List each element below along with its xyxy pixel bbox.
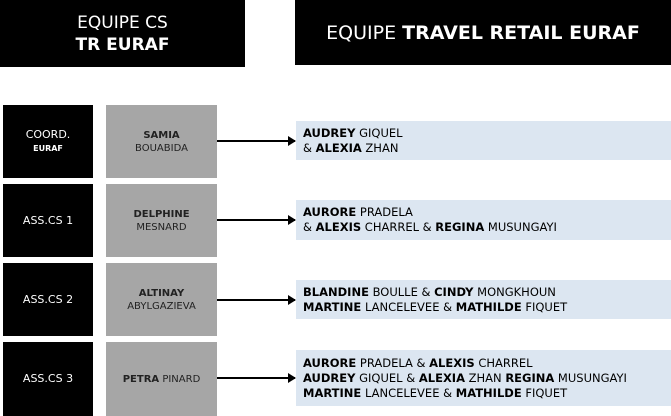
first-name: PETRA <box>122 373 160 385</box>
header-bold: TRAVEL RETAIL EURAF <box>402 21 640 44</box>
last-name: PINARD <box>162 373 201 385</box>
team-box: BLANDINE BOULLE & CINDY MONGKHOUN MARTINE… <box>296 280 671 319</box>
team-line: & ALEXIA ZHAN <box>303 141 671 156</box>
person-box: DELPHINE MESNARD <box>106 184 217 257</box>
header-line2: TR EURAF <box>75 34 170 55</box>
member-first-name: ALEXIS <box>315 220 362 234</box>
member-text: ZHAN <box>361 140 399 155</box>
team-line: & ALEXIS CHARREL & REGINA MUSUNGAYI <box>303 220 671 235</box>
org-row: ASS.CS 1 DELPHINE MESNARD AURORE PRADELA & A… <box>0 184 671 257</box>
member-first-name: REGINA <box>435 220 485 234</box>
first-name: ALTINAY <box>138 287 185 299</box>
header-team-travel-retail: EQUIPE TRAVEL RETAIL EURAF <box>295 0 671 65</box>
role-sub: EURAF <box>33 143 63 153</box>
team-line: MARTINE LANCELEVEE & MATHILDE FIQUET <box>303 300 671 315</box>
member-first-name: ALEXIA <box>418 370 465 385</box>
first-name: DELPHINE <box>133 208 190 220</box>
member-first-name: AURORE <box>303 205 357 219</box>
team-line: AURORE PRADELA <box>303 205 671 220</box>
arrow-icon <box>217 373 296 383</box>
member-text: CHARREL & <box>361 220 436 234</box>
arrow-icon <box>217 135 296 146</box>
member-text: FIQUET <box>521 299 568 314</box>
last-name: ABYLGAZIEVA <box>127 300 196 312</box>
header-line1: EQUIPE CS <box>77 12 168 33</box>
org-row: ASS.CS 3 PETRA PINARD AURORE PRADELA & ALE… <box>0 342 671 416</box>
member-text: & <box>303 220 316 234</box>
member-first-name: MATHILDE <box>455 299 522 314</box>
person-box: ALTINAY ABYLGAZIEVA <box>106 263 217 336</box>
member-first-name: AURORE <box>303 355 357 370</box>
member-first-name: BLANDINE <box>303 284 369 299</box>
header-prefix: EQUIPE <box>326 21 403 44</box>
arrow-icon <box>217 215 296 225</box>
team-box: AURORE PRADELA & ALEXIS CHARREL AUDREY GI… <box>296 350 671 406</box>
role-box: ASS.CS 3 <box>3 342 93 416</box>
member-text: MUSUNGAYI <box>554 370 627 385</box>
org-row: COORD. EURAF SAMIA BOUABIDA AUDREY GIQUEL & A… <box>0 105 671 178</box>
last-name: BOUABIDA <box>135 142 188 154</box>
member-text: MONGKHOUN <box>473 284 556 299</box>
role-label: ASS.CS 2 <box>22 292 74 306</box>
header-team-cs: EQUIPE CS TR EURAF <box>0 0 245 67</box>
member-text: LANCELEVEE & <box>361 299 456 314</box>
member-first-name: MARTINE <box>303 299 362 314</box>
member-first-name: ALEXIS <box>429 355 475 370</box>
member-first-name: REGINA <box>505 370 555 385</box>
role-box: COORD. EURAF <box>3 105 93 178</box>
person-name: PETRA PINARD <box>123 373 201 386</box>
member-text: GIQUEL & <box>355 370 419 385</box>
role-label: ASS.CS 3 <box>22 372 74 385</box>
role-box: ASS.CS 1 <box>3 184 93 257</box>
role-label: ASS.CS 1 <box>22 213 74 227</box>
member-first-name: MATHILDE <box>455 385 522 400</box>
header-title: EQUIPE TRAVEL RETAIL EURAF <box>326 22 640 44</box>
member-text: FIQUET <box>521 385 568 400</box>
team-line: AUDREY GIQUEL <box>303 126 671 141</box>
member-first-name: AUDREY <box>303 370 356 385</box>
team-line: AURORE PRADELA & ALEXIS CHARREL <box>303 356 671 371</box>
member-text: CHARREL <box>474 355 533 370</box>
team-box: AURORE PRADELA & ALEXIS CHARREL & REGINA … <box>296 200 671 240</box>
role-box: ASS.CS 2 <box>3 263 93 336</box>
org-row: ASS.CS 2 ALTINAY ABYLGAZIEVA BLANDINE BOULL… <box>0 263 671 336</box>
team-line: MARTINE LANCELEVEE & MATHILDE FIQUET <box>303 386 671 401</box>
person-box: SAMIA BOUABIDA <box>106 105 217 178</box>
arrow-icon <box>217 294 296 305</box>
member-text: PRADELA & <box>356 355 430 370</box>
team-line: AUDREY GIQUEL & ALEXIA ZHAN REGINA MUSUN… <box>303 371 671 386</box>
member-text: LANCELEVEE & <box>361 385 456 400</box>
member-text: BOULLE & <box>368 284 435 299</box>
last-name: MESNARD <box>136 221 187 233</box>
member-text: GIQUEL <box>355 125 403 140</box>
team-line: BLANDINE BOULLE & CINDY MONGKHOUN <box>303 285 671 300</box>
member-first-name: ALEXIA <box>315 140 362 155</box>
first-name: SAMIA <box>143 129 180 141</box>
member-text: MUSUNGAYI <box>484 220 557 234</box>
member-text: ZHAN <box>465 370 506 385</box>
member-text: & <box>303 140 316 155</box>
person-box: PETRA PINARD <box>106 342 217 416</box>
member-text: PRADELA <box>356 205 413 219</box>
role-label: COORD. <box>25 127 71 141</box>
member-first-name: MARTINE <box>303 385 362 400</box>
team-box: AUDREY GIQUEL & ALEXIA ZHAN <box>296 121 671 160</box>
member-first-name: AUDREY <box>303 125 356 140</box>
member-first-name: CINDY <box>434 284 474 299</box>
